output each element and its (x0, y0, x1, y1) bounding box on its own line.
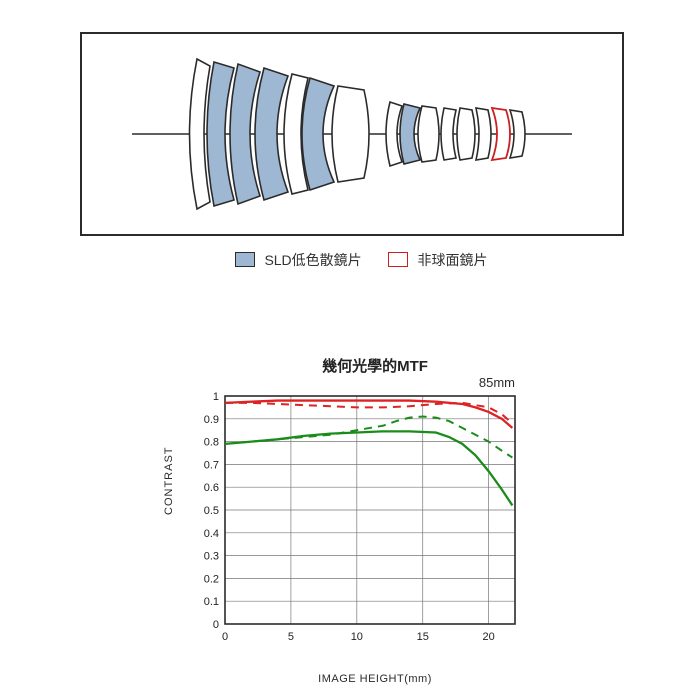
aspherical-swatch (388, 252, 408, 267)
svg-text:0.6: 0.6 (204, 482, 219, 494)
aspherical-legend-label: 非球面鏡片 (417, 252, 487, 268)
svg-text:0.1: 0.1 (204, 596, 219, 608)
svg-text:15: 15 (417, 631, 429, 643)
mtf-svg: 00.10.20.30.40.50.60.70.80.9105101520 (175, 378, 575, 658)
svg-text:1: 1 (213, 391, 219, 403)
svg-text:0.7: 0.7 (204, 459, 219, 471)
svg-text:0: 0 (213, 619, 219, 631)
sld-legend-label: SLD低色散鏡片 (264, 252, 361, 268)
mtf-title: 幾何光學的MTF (175, 355, 575, 376)
svg-text:0.2: 0.2 (204, 573, 219, 585)
mtf-ylabel: CONTRAST (163, 447, 175, 516)
lens-element-8 (441, 108, 456, 160)
mtf-chart: 幾何光學的MTF 85mm CONTRAST 00.10.20.30.40.50… (175, 355, 575, 675)
lens-element-7 (418, 106, 439, 162)
svg-text:0.5: 0.5 (204, 505, 219, 517)
focal-length-label: 85mm (479, 375, 515, 390)
svg-text:0.8: 0.8 (204, 437, 219, 449)
svg-text:0.9: 0.9 (204, 414, 219, 426)
sld-swatch (235, 252, 255, 267)
mtf-xlabel: IMAGE HEIGHT(mm) (175, 673, 575, 685)
lens-diagram-svg (82, 34, 622, 234)
svg-text:20: 20 (483, 631, 495, 643)
svg-text:0.3: 0.3 (204, 551, 219, 563)
lens-element-5 (332, 86, 369, 182)
lens-element-9 (457, 108, 475, 160)
lens-element-10 (476, 108, 491, 160)
svg-text:0: 0 (222, 631, 228, 643)
svg-text:0.4: 0.4 (204, 528, 219, 540)
lens-diagram (80, 32, 624, 236)
lens-legend: SLD低色散鏡片 非球面鏡片 (80, 250, 620, 270)
svg-text:5: 5 (288, 631, 294, 643)
svg-text:10: 10 (351, 631, 363, 643)
